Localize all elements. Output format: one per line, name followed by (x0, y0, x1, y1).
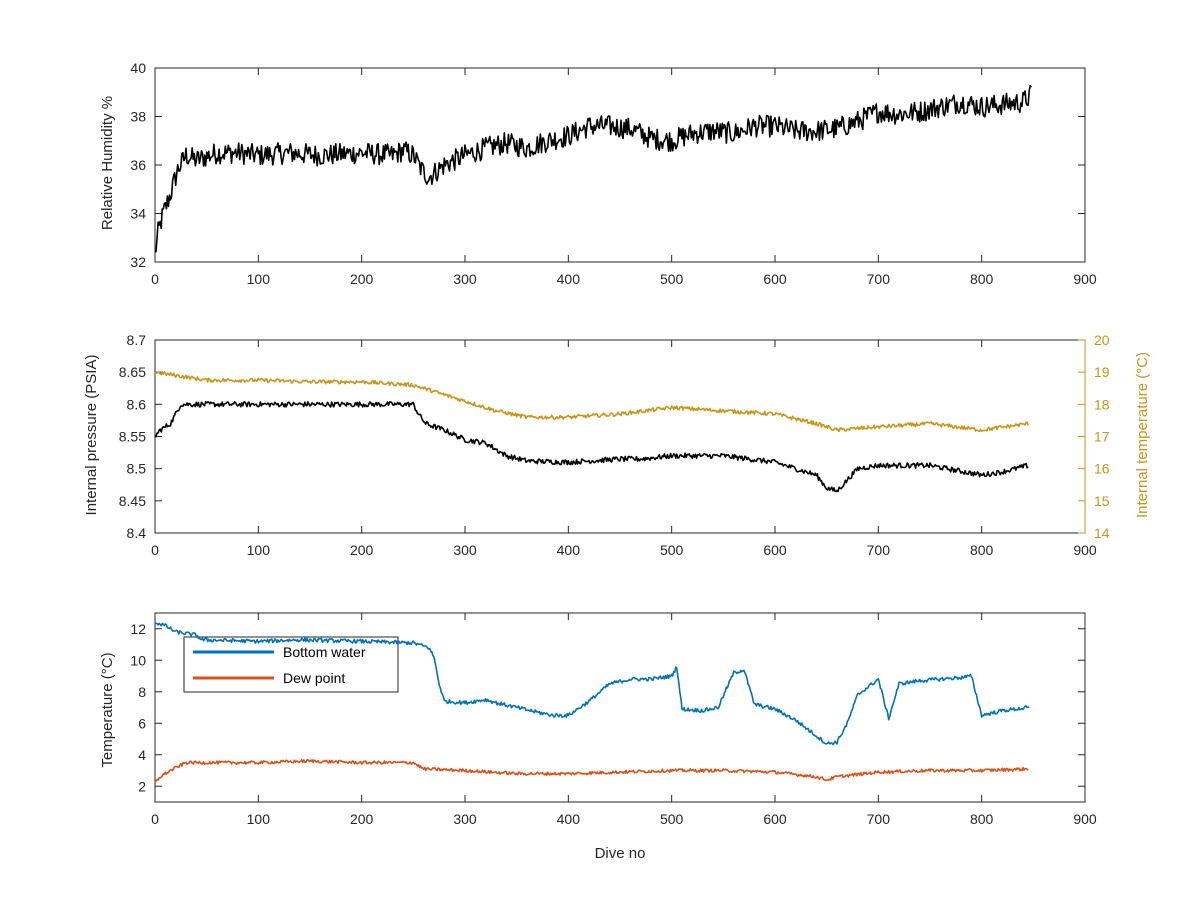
humidity-y-tick-label: 34 (130, 206, 146, 222)
humidity-x-tick-label: 300 (453, 271, 477, 287)
pressure-y2-tick-label: 15 (1094, 493, 1110, 509)
pressure-y-tick-label: 8.4 (127, 525, 147, 541)
pressure-x-tick-label: 100 (247, 542, 271, 558)
pressure-panel: Internal pressure (PSIA) Internal temper… (83, 352, 1151, 518)
pressure-x-tick-label: 500 (660, 542, 684, 558)
pressure-y-tick-label: 8.45 (119, 493, 146, 509)
pressure-x-tick-label: 200 (350, 542, 374, 558)
pressure-x-tick-label: 0 (151, 542, 159, 558)
temperature-x-tick-label: 200 (350, 811, 374, 827)
temperature-y-tick-label: 8 (138, 684, 146, 700)
humidity-x-tick-label: 100 (247, 271, 271, 287)
pressure-x-tick-label: 300 (453, 542, 477, 558)
legend-label-dew-point: Dew point (283, 670, 345, 686)
pressure-y-tick-label: 8.55 (119, 429, 146, 445)
temperature-x-tick-label: 400 (557, 811, 581, 827)
pressure-y2-tick-label: 19 (1094, 364, 1110, 380)
temperature-y-tick-label: 10 (130, 652, 146, 668)
pressure-y2-tick-label: 17 (1094, 429, 1110, 445)
pressure-plot: 0 100 200 300 400 500 600 700 800 900 8.4 8.45 8.5 8.… (119, 332, 1110, 558)
legend-label-bottom-water: Bottom water (283, 644, 366, 660)
temperature-series-dew-point (154, 759, 1029, 783)
pressure-y2-tick-label: 16 (1094, 461, 1110, 477)
pressure-series-1 (154, 371, 1029, 433)
humidity-x-tick-label: 400 (557, 271, 581, 287)
temperature-plot: 0 100 200 300 400 500 600 700 800 900 2 4 6 8 10 12 (130, 612, 1097, 827)
humidity-x-tick-label: 0 (151, 271, 159, 287)
humidity-x-tick-label: 700 (867, 271, 891, 287)
pressure-y-tick-label: 8.65 (119, 364, 146, 380)
pressure-x-tick-label: 400 (557, 542, 581, 558)
legend: Bottom water Dew point (183, 636, 399, 693)
temperature-series-bottom-water (154, 622, 1030, 746)
temperature-y-tick-label: 4 (138, 747, 146, 763)
humidity-x-tick-label: 800 (970, 271, 994, 287)
temperature-y-tick-label: 12 (130, 621, 146, 637)
pressure-y-tick-label: 8.6 (127, 396, 147, 412)
pressure-y2-tick-label: 18 (1094, 396, 1110, 412)
temperature-x-tick-label: 300 (453, 811, 477, 827)
humidity-plot: 0 100 200 300 400 500 600 700 800 900 32 34 36 38 40 (130, 60, 1096, 287)
pressure-y-tick-label: 8.5 (127, 461, 147, 477)
temperature-axes-box (154, 612, 1086, 803)
pressure-y2-tick-label: 14 (1094, 525, 1110, 541)
humidity-x-tick-label: 900 (1073, 271, 1097, 287)
humidity-y-tick-label: 40 (130, 60, 146, 76)
temperature-x-axis-label: Dive no (595, 845, 646, 862)
humidity-y-axis-label: Relative Humidity % (99, 96, 116, 230)
humidity-x-tick-label: 200 (350, 271, 374, 287)
pressure-x-tick-label: 600 (763, 542, 787, 558)
humidity-y-tick-label: 36 (130, 157, 146, 173)
pressure-x-tick-label: 700 (867, 542, 891, 558)
temperature-x-tick-label: 600 (763, 811, 787, 827)
temperature-panel: Temperature (°C) Dive no Bottom water De… (99, 636, 646, 862)
pressure-x-tick-label: 900 (1073, 542, 1097, 558)
temperature-x-tick-label: 0 (151, 811, 159, 827)
humidity-y-tick-label: 32 (130, 254, 146, 270)
humidity-x-tick-label: 500 (660, 271, 684, 287)
temperature-x-tick-label: 100 (247, 811, 271, 827)
temperature-y2-axis-label: Internal temperature (°C) (1134, 352, 1151, 518)
temperature-y-axis-label: Temperature (°C) (99, 652, 116, 767)
pressure-series-0 (154, 401, 1029, 493)
pressure-y-axis-label: Internal pressure (PSIA) (83, 355, 100, 516)
temperature-y-tick-label: 2 (138, 778, 146, 794)
legend-box (183, 636, 399, 693)
humidity-y-tick-label: 38 (130, 109, 146, 125)
pressure-y2-tick-label: 20 (1094, 332, 1110, 348)
humidity-series-0 (154, 84, 1032, 253)
temperature-x-tick-label: 900 (1073, 811, 1097, 827)
temperature-y-tick-label: 6 (138, 715, 146, 731)
humidity-panel: Relative Humidity % (99, 96, 116, 230)
humidity-x-tick-label: 600 (763, 271, 787, 287)
pressure-x-tick-label: 800 (970, 542, 994, 558)
temperature-x-tick-label: 500 (660, 811, 684, 827)
pressure-y-tick-label: 8.7 (127, 332, 147, 348)
temperature-x-tick-label: 800 (970, 811, 994, 827)
temperature-x-tick-label: 700 (867, 811, 891, 827)
